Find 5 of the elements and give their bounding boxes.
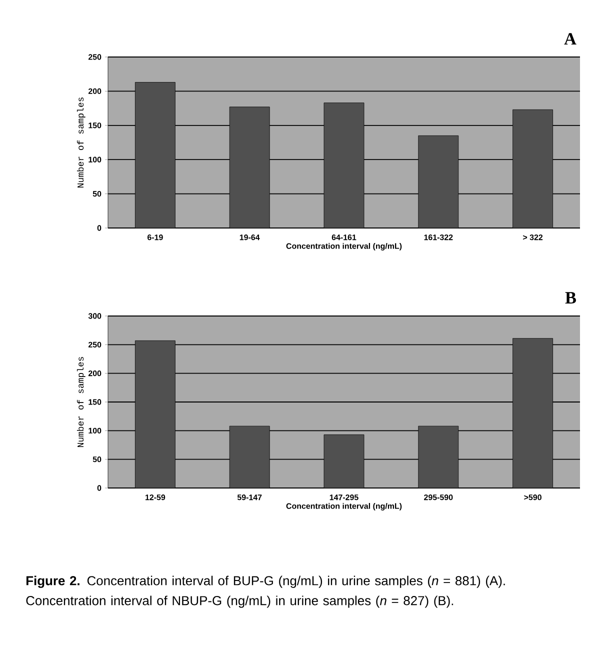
chart-title: B xyxy=(565,292,576,304)
chart-title: A xyxy=(564,33,576,44)
y-axis-title: Number of samples xyxy=(76,357,86,448)
text: Figure 2. Concentration interval of BUP-G (ng/mL) in urine samples (n = 881) (A). Concentration interval of NBUP-G (ng/mL) in urine samples (n = 827) (B). xyxy=(26,576,505,608)
y-axis-title: Number of samples xyxy=(76,98,86,188)
